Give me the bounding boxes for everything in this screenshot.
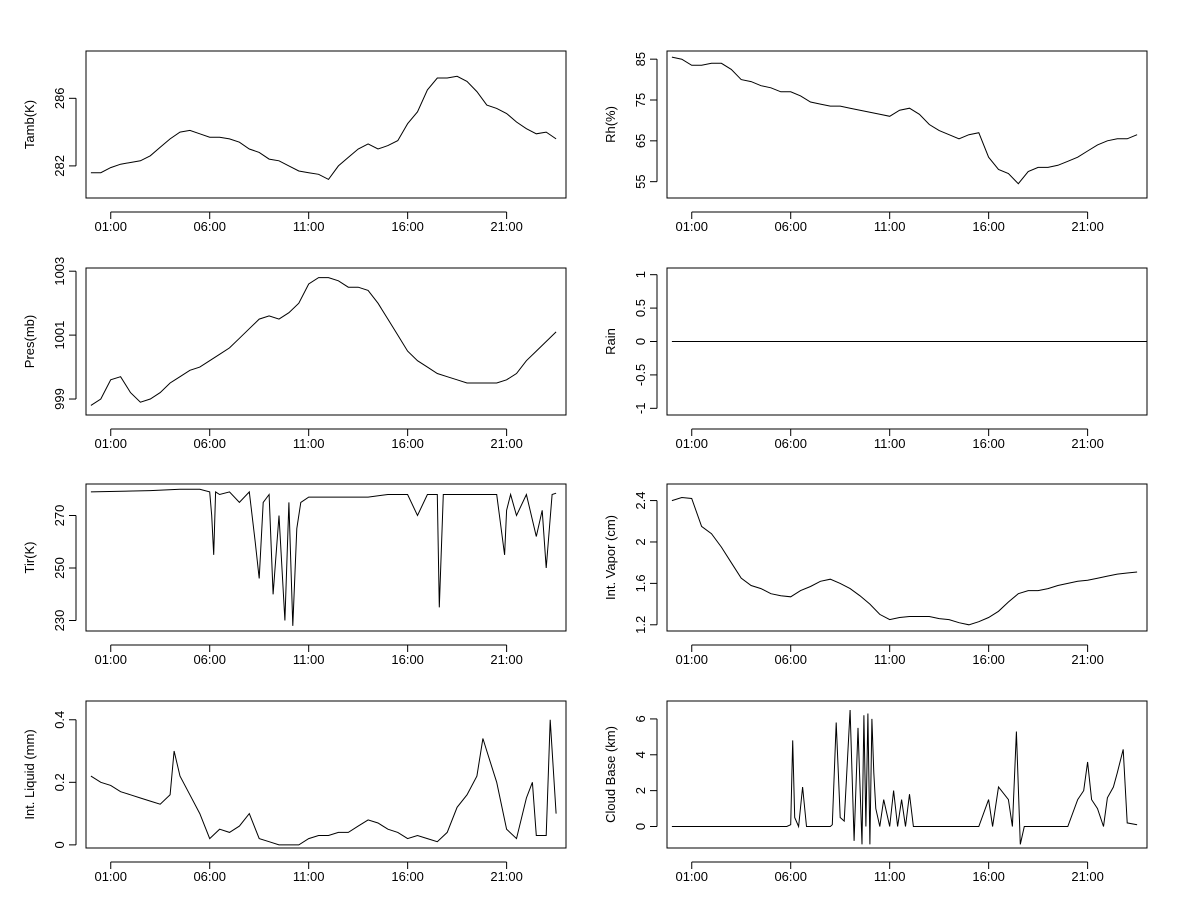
y-tick-label: 0 xyxy=(633,823,648,830)
x-tick-label: 06:00 xyxy=(774,652,807,667)
panel-liquid: 01:00 06:00 11:00 16:00 21:00 0 0.2 0.4 Int. Liq… xyxy=(22,700,567,884)
y-tick-label: -1 xyxy=(633,403,648,415)
plot-frame xyxy=(85,483,567,632)
plot-frame xyxy=(85,700,567,849)
y-axis-label: Rain xyxy=(603,328,618,355)
x-tick-label: 06:00 xyxy=(774,436,807,451)
panel-rh: 01:00 06:00 11:00 16:00 21:00 55 65 75 85 Rh(%) xyxy=(603,50,1148,234)
y-tick-label: 4 xyxy=(633,751,648,758)
x-tick-label: 21:00 xyxy=(1071,869,1104,884)
y-tick-label: 0.5 xyxy=(633,299,648,317)
y-tick-label: 1 xyxy=(633,271,648,278)
x-tick-label: 16:00 xyxy=(391,869,424,884)
panel-rain: 01:00 06:00 11:00 16:00 21:00 -1 -0.5 0 0.5 1 Rain xyxy=(603,267,1148,451)
y-tick-label: 1.2 xyxy=(633,616,648,634)
plot-frame xyxy=(85,50,567,199)
plot-frame xyxy=(666,700,1148,849)
y-tick-label: 55 xyxy=(633,174,648,188)
x-tick-label: 21:00 xyxy=(490,436,523,451)
y-tick-label: 0.4 xyxy=(52,711,67,729)
x-tick-label: 01:00 xyxy=(94,652,127,667)
x-tick-label: 01:00 xyxy=(675,436,708,451)
y-tick-label: 2 xyxy=(633,787,648,794)
series-line-pres xyxy=(90,277,557,406)
x-tick-label: 11:00 xyxy=(293,436,325,451)
x-tick-label: 11:00 xyxy=(293,869,325,884)
x-tick-label: 16:00 xyxy=(391,219,424,234)
y-axis-label: Cloud Base (km) xyxy=(603,726,618,823)
y-tick-label: 75 xyxy=(633,93,648,107)
x-tick-label: 01:00 xyxy=(675,869,708,884)
y-axis-label: Tir(K) xyxy=(22,541,37,573)
panel-tamb: 01:00 06:00 11:00 16:00 21:00 282 286 Tamb(K) xyxy=(22,50,567,234)
y-tick-label: 65 xyxy=(633,134,648,148)
x-tick-label: 01:00 xyxy=(94,436,127,451)
y-tick-label: 85 xyxy=(633,52,648,66)
x-tick-label: 16:00 xyxy=(391,436,424,451)
x-tick-label: 01:00 xyxy=(675,652,708,667)
y-tick-label: 270 xyxy=(52,505,67,527)
series-line-liquid xyxy=(90,719,557,846)
x-tick-label: 11:00 xyxy=(874,652,906,667)
y-tick-label: -0.5 xyxy=(633,364,648,386)
x-tick-label: 21:00 xyxy=(490,869,523,884)
x-tick-label: 21:00 xyxy=(1071,219,1104,234)
x-tick-label: 16:00 xyxy=(972,219,1005,234)
y-axis-label: Rh(%) xyxy=(603,106,618,143)
x-tick-label: 16:00 xyxy=(972,652,1005,667)
y-tick-label: 1001 xyxy=(52,321,67,350)
x-tick-label: 21:00 xyxy=(1071,436,1104,451)
x-tick-label: 11:00 xyxy=(293,219,325,234)
y-tick-label: 0 xyxy=(633,338,648,345)
y-tick-label: 0 xyxy=(52,841,67,848)
x-tick-label: 01:00 xyxy=(94,869,127,884)
panel-cloudbase: 01:00 06:00 11:00 16:00 21:00 0 2 4 6 Cloud Base … xyxy=(603,700,1148,884)
panel-vapor: 01:00 06:00 11:00 16:00 21:00 1.2 1.6 2 2.4 Int. … xyxy=(603,483,1148,667)
y-tick-label: 2.4 xyxy=(633,492,648,510)
y-tick-label: 999 xyxy=(52,388,67,410)
series-line-cloudbase xyxy=(671,709,1138,845)
y-tick-label: 0.2 xyxy=(52,773,67,791)
x-tick-label: 06:00 xyxy=(193,652,226,667)
series-line-vapor xyxy=(671,496,1138,626)
x-tick-label: 21:00 xyxy=(490,652,523,667)
panel-tir: 01:00 06:00 11:00 16:00 21:00 230 250 270 Tir(K) xyxy=(22,483,567,667)
y-tick-label: 282 xyxy=(52,155,67,177)
x-tick-label: 06:00 xyxy=(774,869,807,884)
y-tick-label: 2 xyxy=(633,538,648,545)
x-tick-label: 06:00 xyxy=(193,219,226,234)
x-tick-label: 11:00 xyxy=(874,436,906,451)
series-line-rh xyxy=(671,56,1138,185)
y-tick-label: 250 xyxy=(52,557,67,579)
x-tick-label: 16:00 xyxy=(391,652,424,667)
x-tick-label: 21:00 xyxy=(1071,652,1104,667)
x-tick-label: 11:00 xyxy=(874,869,906,884)
y-axis-label: Pres(mb) xyxy=(22,315,37,368)
plot-frame xyxy=(666,483,1148,632)
y-tick-label: 6 xyxy=(633,715,648,722)
y-axis-label: Int. Vapor (cm) xyxy=(603,515,618,600)
panel-pres: 01:00 06:00 11:00 16:00 21:00 999 1001 1003 Pres… xyxy=(22,257,567,451)
x-tick-label: 01:00 xyxy=(675,219,708,234)
x-tick-label: 16:00 xyxy=(972,436,1005,451)
y-tick-label: 1.6 xyxy=(633,574,648,592)
series-line-tir xyxy=(90,488,557,626)
x-tick-label: 16:00 xyxy=(972,869,1005,884)
plot-frame xyxy=(666,50,1148,199)
plot-frame xyxy=(85,267,567,416)
y-tick-label: 1003 xyxy=(52,257,67,286)
x-tick-label: 01:00 xyxy=(94,219,127,234)
x-tick-label: 06:00 xyxy=(774,219,807,234)
x-tick-label: 11:00 xyxy=(874,219,906,234)
series-line-tamb xyxy=(90,75,557,181)
x-tick-label: 06:00 xyxy=(193,869,226,884)
y-axis-label: Int. Liquid (mm) xyxy=(22,729,37,819)
x-tick-label: 11:00 xyxy=(293,652,325,667)
y-axis-label: Tamb(K) xyxy=(22,100,37,149)
x-tick-label: 06:00 xyxy=(193,436,226,451)
y-tick-label: 230 xyxy=(52,610,67,632)
x-tick-label: 21:00 xyxy=(490,219,523,234)
y-tick-label: 286 xyxy=(52,87,67,109)
